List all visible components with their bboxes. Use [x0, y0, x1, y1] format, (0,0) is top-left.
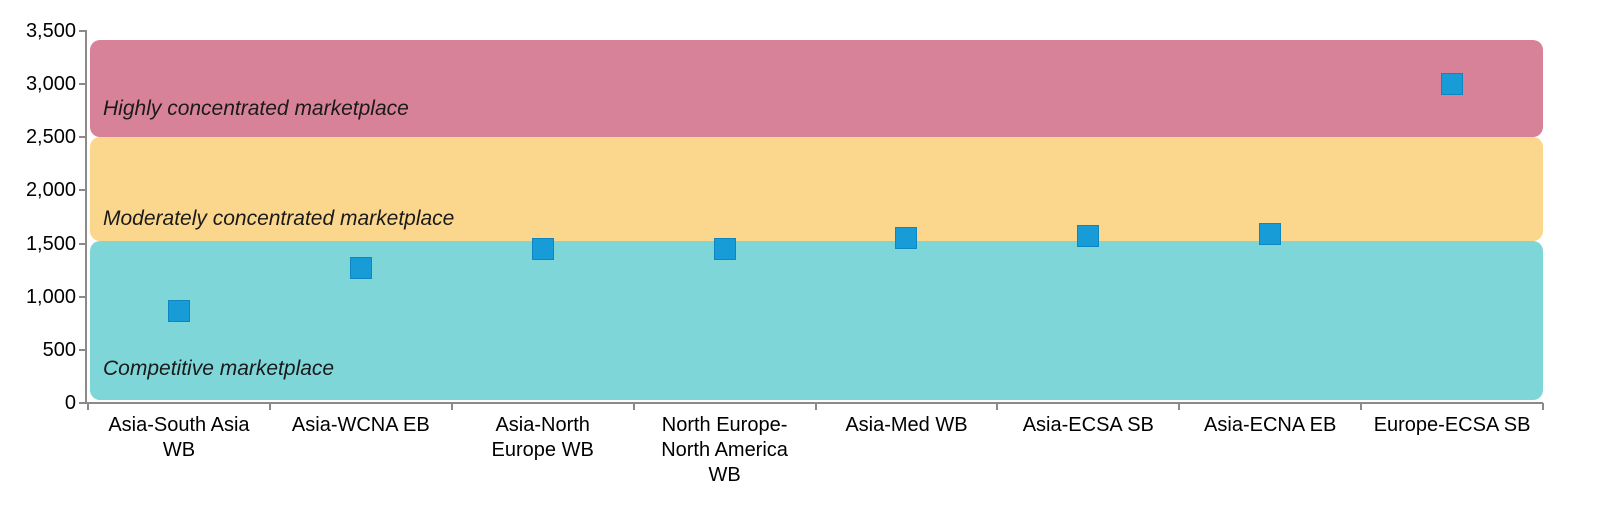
y-axis-tick-mark [79, 83, 86, 86]
y-axis-tick-mark [79, 189, 86, 192]
x-axis-line [85, 402, 1543, 404]
y-axis-tick-mark [79, 295, 86, 298]
x-axis-category-label: North Europe- North America WB [661, 414, 788, 486]
x-axis-tick-mark [268, 403, 271, 410]
data-point-marker [1259, 223, 1282, 245]
data-point-marker [713, 237, 736, 260]
data-point-marker [167, 299, 190, 322]
x-axis-tick-mark [87, 403, 89, 410]
x-axis-category-label: Asia-South Asia WB [108, 414, 250, 461]
y-axis-tick-mark [79, 242, 86, 245]
x-axis-tick-mark [996, 403, 999, 410]
x-axis-category-label: Asia-North Europe WB [491, 414, 594, 461]
band-moderately-concentrated-zone: Moderately concentrated marketplace [90, 137, 1543, 241]
y-axis-tick-label: 3,000 [25, 73, 76, 96]
data-point-marker [531, 237, 554, 260]
y-axis-tick-label: 1,500 [25, 232, 76, 255]
data-point-marker [1441, 73, 1464, 96]
y-axis-tick-mark [79, 136, 86, 139]
x-axis-category-label: Asia-ECSA SB [1022, 414, 1154, 436]
x-axis-tick-mark [632, 403, 635, 410]
x-axis-category-label: Asia-Med WB [845, 414, 968, 436]
y-axis-tick-mark [79, 348, 86, 351]
band-highly-concentrated-zone: Highly concentrated marketplace [90, 39, 1543, 138]
band-label-highly: Highly concentrated marketplace [103, 97, 409, 121]
y-axis-tick-label: 1,000 [25, 285, 76, 308]
x-axis-category-label: Europe-ECSA SB [1373, 414, 1531, 436]
x-axis-category-label: Asia-ECNA EB [1204, 414, 1337, 436]
x-axis-category-label: Asia-WCNA EB [291, 414, 430, 436]
y-axis-tick-label: 3,500 [25, 20, 76, 42]
y-axis-line [85, 30, 87, 403]
y-axis-tick-label: 0 [64, 392, 76, 414]
data-point-marker [895, 227, 918, 250]
x-axis-tick-mark [1360, 403, 1363, 410]
data-point-marker [349, 257, 372, 280]
y-axis-tick-label: 2,000 [25, 179, 76, 202]
y-axis-tick-mark [79, 30, 86, 32]
x-axis-tick-mark [1542, 403, 1544, 410]
y-axis-tick-mark [79, 402, 86, 404]
band-label-competitive: Competitive marketplace [103, 356, 335, 380]
x-axis-tick-mark [450, 403, 453, 410]
band-label-moderately: Moderately concentrated marketplace [103, 206, 455, 230]
x-axis-tick-mark [814, 403, 817, 410]
y-axis-tick-label: 2,500 [25, 126, 76, 149]
data-point-marker [1077, 225, 1100, 248]
y-axis-tick-label: 500 [42, 338, 76, 361]
band-competitive-concentrated-zone: Competitive marketplace [90, 240, 1543, 400]
x-axis-tick-mark [1178, 403, 1181, 410]
